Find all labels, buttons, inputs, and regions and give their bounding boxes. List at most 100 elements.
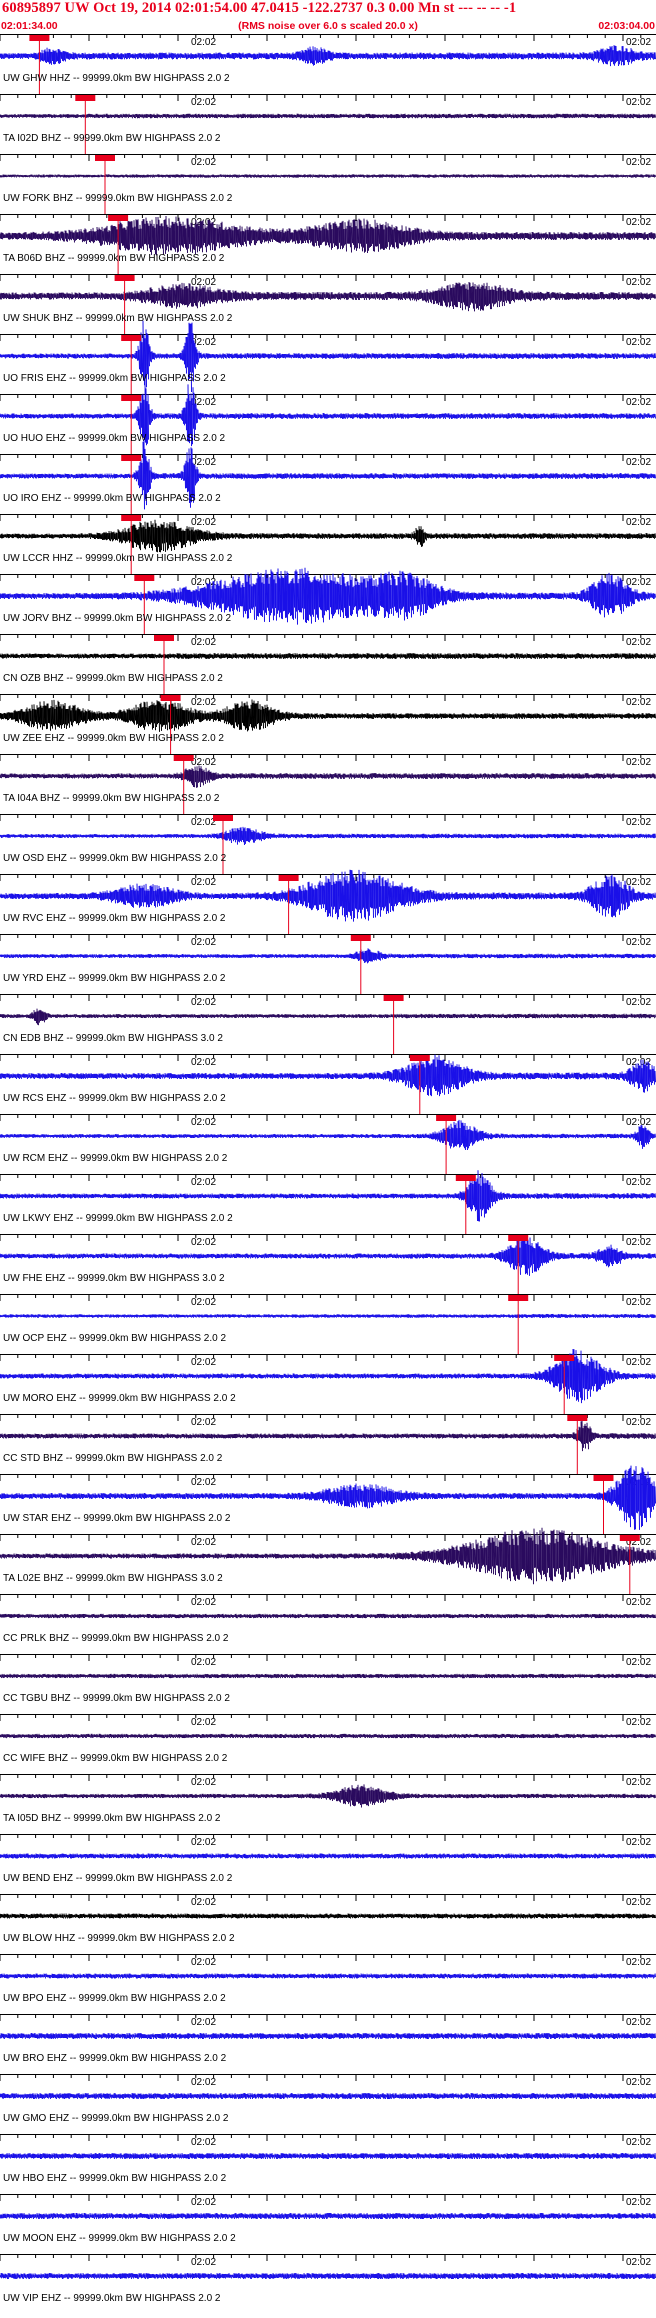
trace-row: 02:02 02:02 UW BRO EHZ -- 99999.0km BW HIG… [0, 2014, 656, 2064]
minute-mark: 02:02 [191, 1717, 216, 1728]
minute-mark: 02:02 [191, 1537, 216, 1548]
pick-marker [95, 155, 115, 161]
waveform [0, 1465, 656, 1530]
waveform [0, 379, 656, 447]
minute-mark: 02:02 [191, 1777, 216, 1788]
waveform [0, 2092, 656, 2100]
time-ticks [0, 1954, 642, 1961]
station-label: UW YRD EHZ -- 99999.0km BW HIGHPASS 2.0 … [3, 973, 226, 984]
station-label: UW RCM EHZ -- 99999.0km BW HIGHPASS 2.0 … [3, 1153, 228, 1164]
minute-mark-right: 02:02 [626, 37, 651, 48]
minute-mark-right: 02:02 [626, 997, 651, 1008]
minute-mark-right: 02:02 [626, 1297, 651, 1308]
trace-row: 02:02 02:02 UW BPO EHZ -- 99999.0km BW HIG… [0, 1954, 656, 2004]
time-ticks [0, 1714, 642, 1721]
waveform [0, 2032, 656, 2040]
station-label: UW OSD EHZ -- 99999.0km BW HIGHPASS 2.0 … [3, 853, 227, 864]
minute-mark: 02:02 [191, 2137, 216, 2148]
minute-mark: 02:02 [191, 1477, 216, 1488]
minute-mark: 02:02 [191, 397, 216, 408]
trace-row: 02:02 02:02 UW GMO EHZ -- 99999.0km BW HIG… [0, 2074, 656, 2124]
minute-mark: 02:02 [191, 1417, 216, 1428]
minute-mark: 02:02 [191, 1657, 216, 1668]
minute-mark-right: 02:02 [626, 577, 651, 588]
time-ticks [0, 874, 642, 881]
time-ticks [0, 1174, 642, 1181]
minute-mark-right: 02:02 [626, 157, 651, 168]
station-label: UW BPO EHZ -- 99999.0km BW HIGHPASS 2.0 … [3, 1993, 226, 2004]
station-label: UW GHW HHZ -- 99999.0km BW HIGHPASS 2.0 … [3, 73, 230, 84]
time-ticks [0, 634, 642, 641]
minute-mark-right: 02:02 [626, 637, 651, 648]
plot-header: 60895897 UW Oct 19, 2014 02:01:54.00 47.… [0, 0, 656, 34]
minute-mark-right: 02:02 [626, 1837, 651, 1848]
time-ticks [0, 214, 642, 221]
station-label: CC PRLK BHZ -- 99999.0km BW HIGHPASS 2.0… [3, 1633, 229, 1644]
minute-mark-right: 02:02 [626, 1177, 651, 1188]
station-label: UW BRO EHZ -- 99999.0km BW HIGHPASS 2.0 … [3, 2053, 227, 2064]
trace-row: 02:02 02:02 TA I05D BHZ -- 99999.0km BW HI… [0, 1774, 656, 1824]
pick-marker [134, 575, 155, 581]
waveform [0, 1008, 656, 1026]
pick-marker [593, 1475, 614, 1481]
trace-row: 02:02 02:02 CN OZB BHZ -- 99999.0km BW HIG… [0, 634, 656, 694]
waveform [0, 1236, 656, 1276]
minute-mark-right: 02:02 [626, 97, 651, 108]
time-ticks [0, 334, 642, 341]
trace-row: 02:02 02:02 UO FRIS EHZ -- 99999.0km BW HI… [0, 320, 656, 394]
trace-row: 02:02 02:02 UW LKWY EHZ -- 99999.0km BW HI… [0, 1170, 656, 1234]
time-ticks [0, 1534, 642, 1541]
minute-mark: 02:02 [191, 1597, 216, 1608]
pick-marker [160, 695, 181, 701]
station-label: UW LCCR HHZ -- 99999.0km BW HIGHPASS 2.0… [3, 553, 233, 564]
station-label: CC TGBU BHZ -- 99999.0km BW HIGHPASS 2.0… [3, 1693, 230, 1704]
event-title: 60895897 UW Oct 19, 2014 02:01:54.00 47.… [2, 0, 517, 16]
minute-mark-right: 02:02 [626, 1957, 651, 1968]
minute-mark: 02:02 [191, 1237, 216, 1248]
minute-mark: 02:02 [191, 757, 216, 768]
minute-mark-right: 02:02 [626, 2017, 651, 2028]
station-label: UW STAR EHZ -- 99999.0km BW HIGHPASS 2.0… [3, 1513, 231, 1524]
minute-mark: 02:02 [191, 2017, 216, 2028]
time-ticks [0, 814, 642, 821]
waveform [0, 1673, 656, 1679]
minute-mark: 02:02 [191, 1117, 216, 1128]
station-label: UW HBO EHZ -- 99999.0km BW HIGHPASS 2.0 … [3, 2173, 227, 2184]
trace-row: 02:02 02:02 UW VIP EHZ -- 99999.0km BW HIG… [0, 2254, 656, 2304]
waveform [0, 281, 656, 312]
waveform [0, 2272, 656, 2280]
minute-mark: 02:02 [191, 2077, 216, 2088]
minute-mark-right: 02:02 [626, 1537, 651, 1548]
minute-mark-right: 02:02 [626, 517, 651, 528]
minute-mark: 02:02 [191, 877, 216, 888]
minute-mark-right: 02:02 [626, 817, 651, 828]
trace-row: 02:02 02:02 UO HUO EHZ -- 99999.0km BW HIG… [0, 379, 656, 454]
time-ticks [0, 1474, 642, 1481]
pick-marker [554, 1355, 575, 1361]
time-ticks [0, 994, 642, 1001]
waveform [0, 1170, 656, 1222]
minute-mark-right: 02:02 [626, 1777, 651, 1788]
pick-marker [121, 455, 142, 461]
minute-mark-right: 02:02 [626, 337, 651, 348]
waveform [0, 1784, 656, 1808]
station-label: UW BEND EHZ -- 99999.0km BW HIGHPASS 2.0… [3, 1873, 233, 1884]
trace-row: 02:02 02:02 UW BLOW HHZ -- 99999.0km BW HI… [0, 1894, 656, 1944]
waveform [0, 699, 656, 732]
station-label: UW FHE EHZ -- 99999.0km BW HIGHPASS 3.0 … [3, 1273, 225, 1284]
station-label: CC STD BHZ -- 99999.0km BW HIGHPASS 2.0 … [3, 1453, 223, 1464]
waveform [0, 215, 656, 256]
trace-row: 02:02 02:02 CC WIFE BHZ -- 99999.0km BW HI… [0, 1714, 656, 1764]
minute-mark: 02:02 [191, 2197, 216, 2208]
pick-marker [121, 515, 142, 521]
minute-mark: 02:02 [191, 457, 216, 468]
waveform [0, 948, 656, 964]
time-ticks [0, 1054, 642, 1061]
time-ticks [0, 454, 642, 461]
minute-mark: 02:02 [191, 217, 216, 228]
pick-marker [278, 875, 299, 881]
waveform [0, 113, 656, 119]
minute-mark-right: 02:02 [626, 1597, 651, 1608]
pick-marker [619, 1535, 640, 1541]
waveform [0, 320, 656, 393]
